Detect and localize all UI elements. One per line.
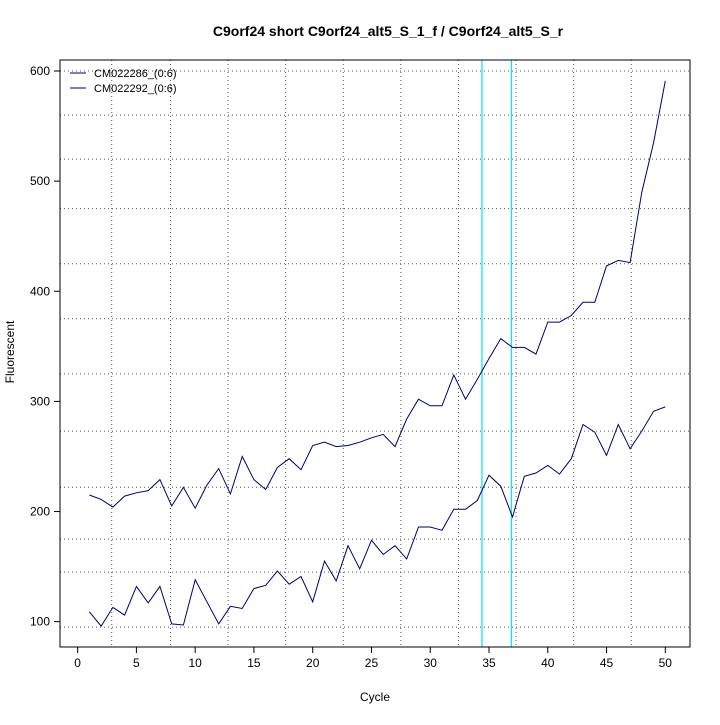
x-tick-label: 45 (600, 656, 614, 670)
legend-label: CM022286_(0:6) (94, 68, 177, 80)
legend-label: CM022292_(0:6) (94, 83, 177, 95)
axes: 0 5 10 15 20 25 30 35 40 45 50 100 200 300 400 500 600 (30, 64, 672, 670)
x-tick-label: 15 (247, 656, 261, 670)
x-tick-label: 50 (659, 656, 673, 670)
series-line (89, 80, 666, 510)
grid-lines (60, 60, 690, 647)
threshold-lines (481, 60, 512, 647)
y-axis-label: Fluorescent (3, 320, 17, 383)
x-tick-label: 20 (306, 656, 320, 670)
y-tick-label: 200 (30, 505, 50, 519)
x-tick-label: 25 (365, 656, 379, 670)
series-lines (89, 80, 666, 627)
x-tick-label: 30 (424, 656, 438, 670)
x-tick-label: 40 (541, 656, 555, 670)
x-tick-label: 10 (188, 656, 202, 670)
series-line (89, 406, 666, 627)
x-tick-label: 5 (133, 656, 140, 670)
y-tick-label: 600 (30, 64, 50, 78)
y-tick-label: 300 (30, 394, 50, 408)
y-tick-label: 400 (30, 284, 50, 298)
chart-title: C9orf24 short C9orf24_alt5_S_1_f / C9orf… (213, 23, 564, 39)
legend: CM022286_(0:6) CM022292_(0:6) (70, 68, 177, 95)
x-tick-label: 35 (482, 656, 496, 670)
y-tick-label: 100 (30, 615, 50, 629)
x-tick-label: 0 (74, 656, 81, 670)
x-axis-label: Cycle (360, 690, 390, 704)
y-tick-label: 500 (30, 174, 50, 188)
